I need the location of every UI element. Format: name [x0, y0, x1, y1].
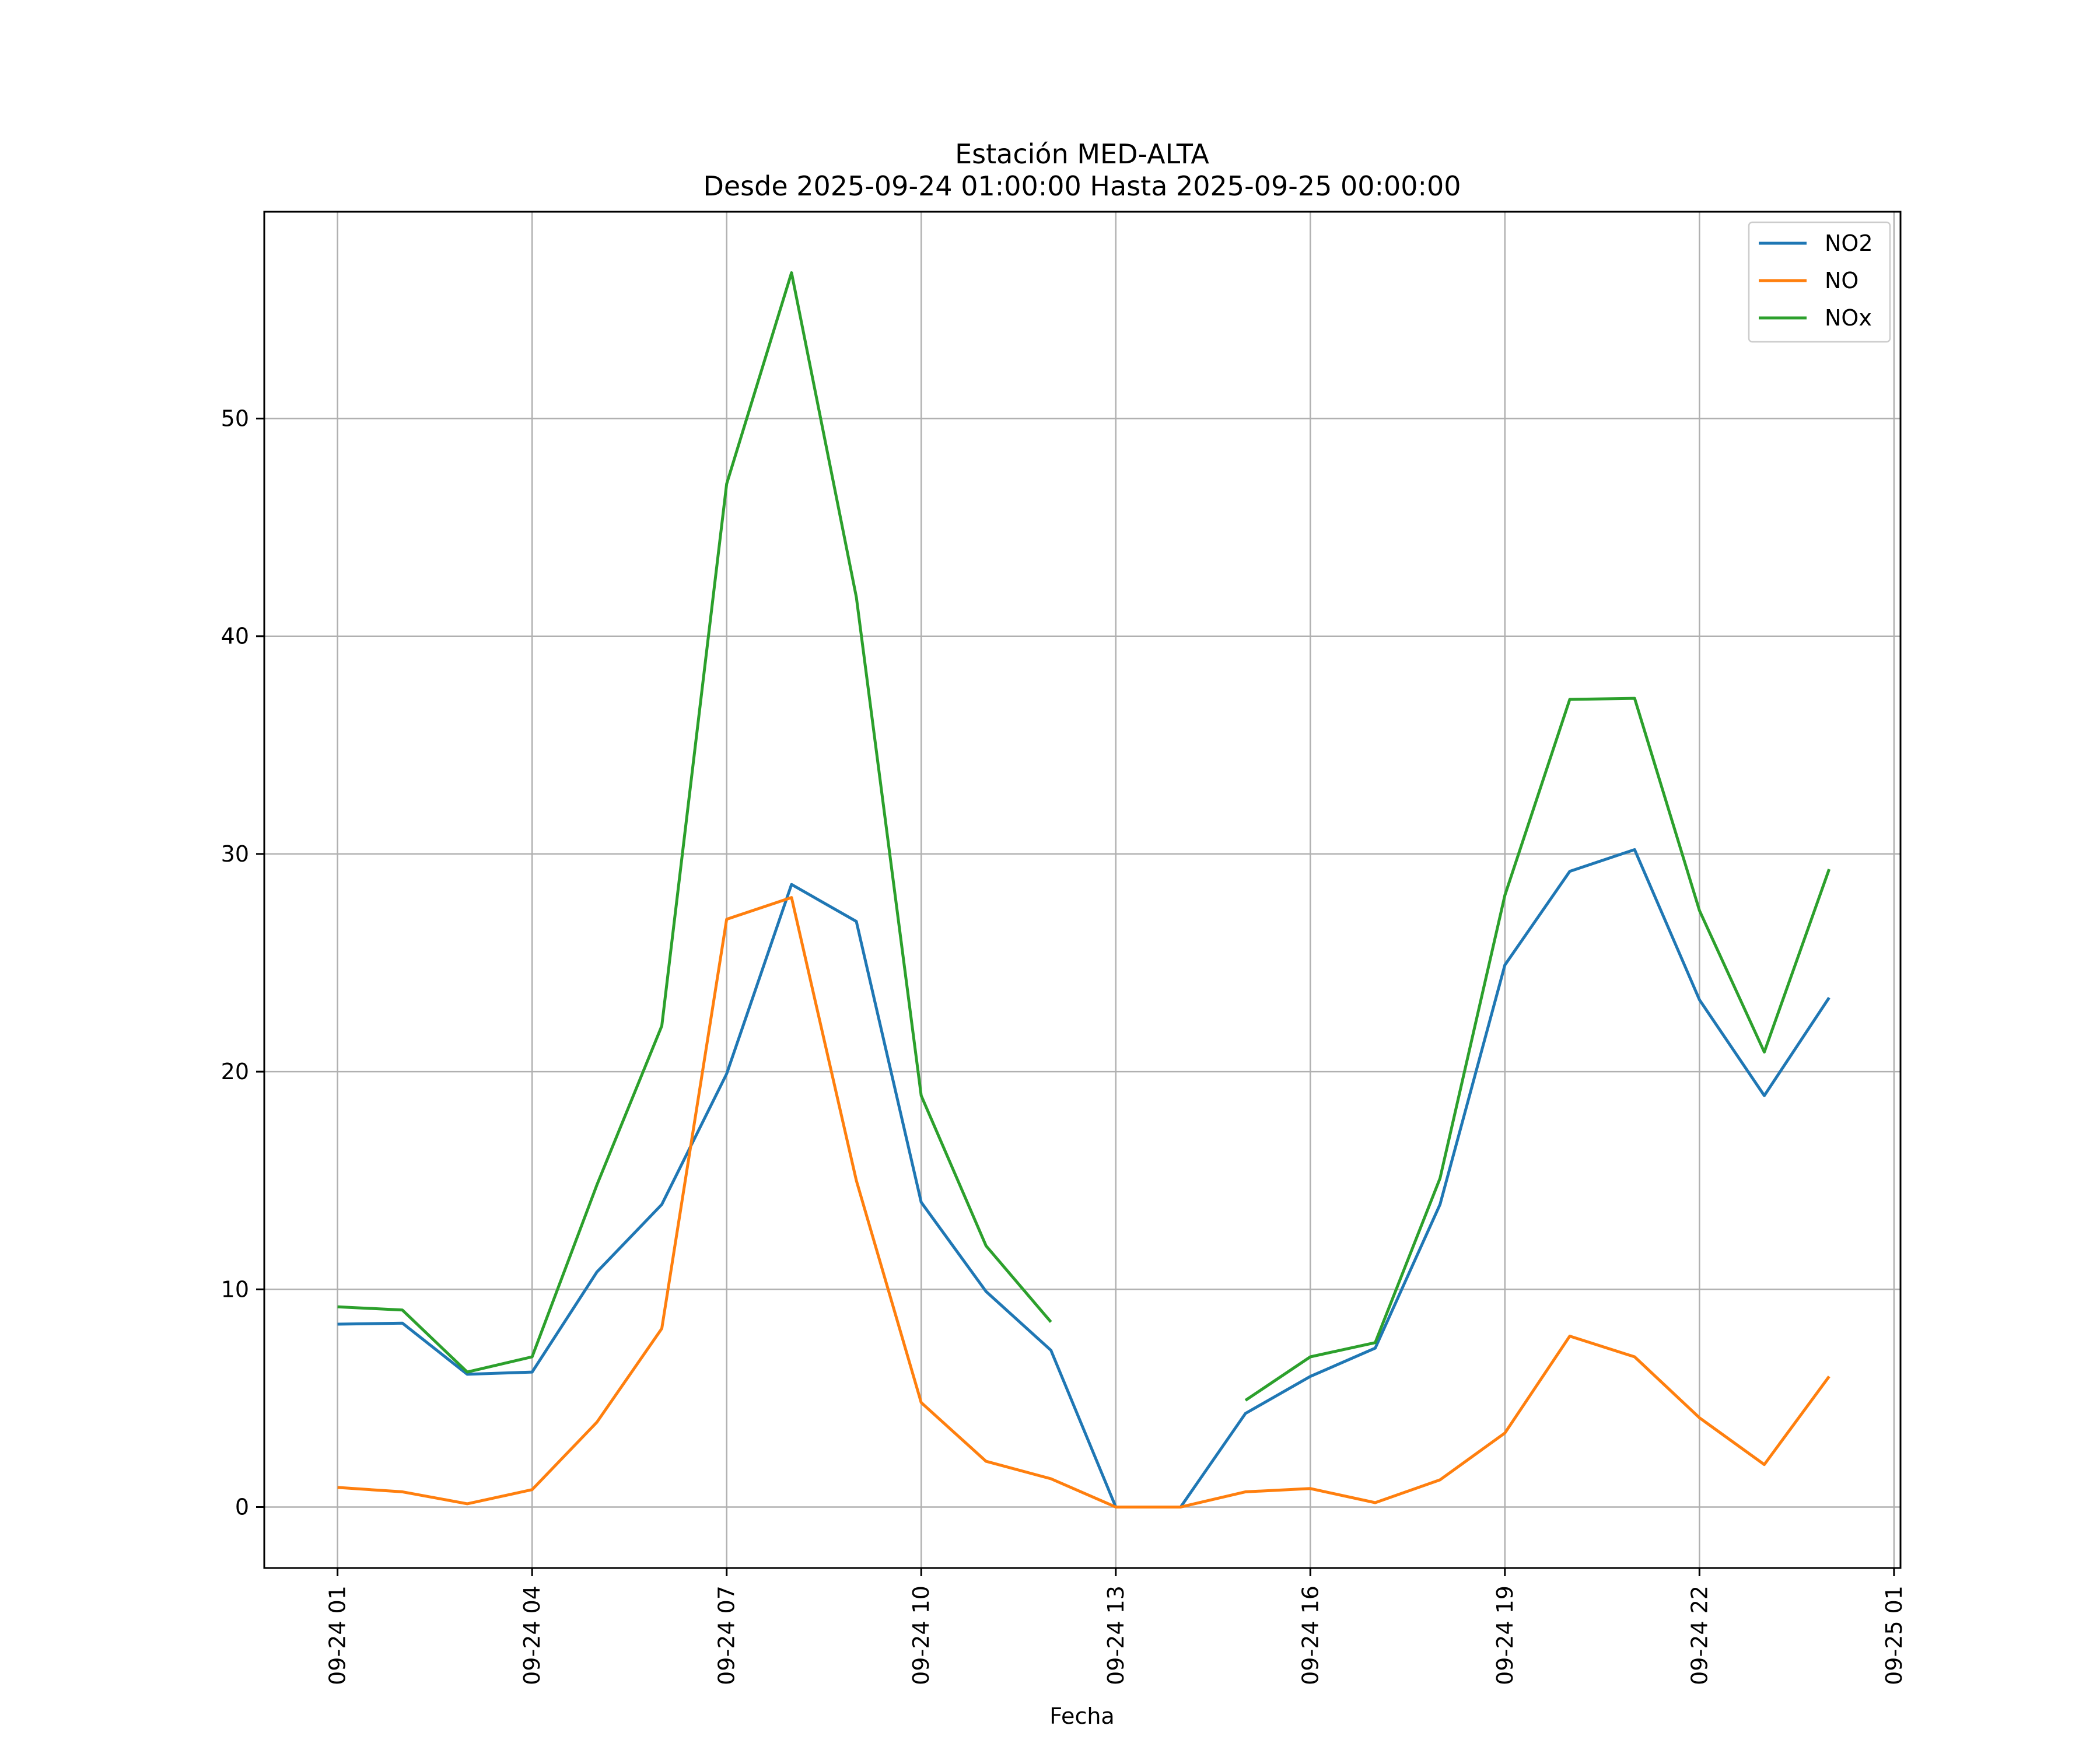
legend-label-no: NO	[1825, 268, 1859, 293]
y-tick-label: 0	[235, 1494, 249, 1520]
x-tick-label: 09-24 04	[519, 1586, 545, 1685]
x-axis: 09-24 01 09-24 04 09-24 07 09-24 10 09-24 13…	[325, 1568, 1907, 1685]
legend-label-no2: NO2	[1825, 230, 1873, 256]
x-tick-label: 09-24 22	[1686, 1586, 1712, 1685]
x-tick-label: 09-24 07	[714, 1586, 740, 1685]
x-tick-label: 09-24 16	[1297, 1586, 1323, 1685]
y-tick-label: 20	[221, 1059, 249, 1084]
x-tick-label: 09-24 19	[1492, 1586, 1518, 1685]
legend-label-nox: NOx	[1825, 305, 1872, 331]
series-line-no2	[337, 848, 1831, 1508]
chart-title: Estación MED-ALTA	[955, 138, 1209, 170]
legend: NO2 NO NOx	[1748, 221, 1891, 343]
grid	[264, 212, 1901, 1568]
x-tick-label: 09-24 10	[908, 1586, 934, 1685]
y-tick-label: 40	[221, 624, 249, 649]
x-tick-label: 09-24 01	[325, 1586, 351, 1685]
y-axis: 0 10 20 30 40 50	[221, 406, 264, 1520]
series-line-nox	[337, 271, 1831, 1402]
series-line-no	[337, 896, 1831, 1508]
y-tick-label: 30	[221, 841, 249, 867]
legend-frame	[1748, 221, 1891, 343]
y-tick-label: 50	[221, 406, 249, 432]
x-tick-label: 09-24 13	[1103, 1586, 1129, 1685]
plot-lines	[337, 271, 1831, 1508]
x-tick-label: 09-25 01	[1881, 1586, 1907, 1685]
chart-subtitle: Desde 2025-09-24 01:00:00 Hasta 2025-09-…	[703, 170, 1461, 202]
x-axis-label: Fecha	[1049, 1703, 1114, 1729]
plot-frame	[263, 211, 1902, 1569]
y-tick-label: 10	[221, 1276, 249, 1302]
